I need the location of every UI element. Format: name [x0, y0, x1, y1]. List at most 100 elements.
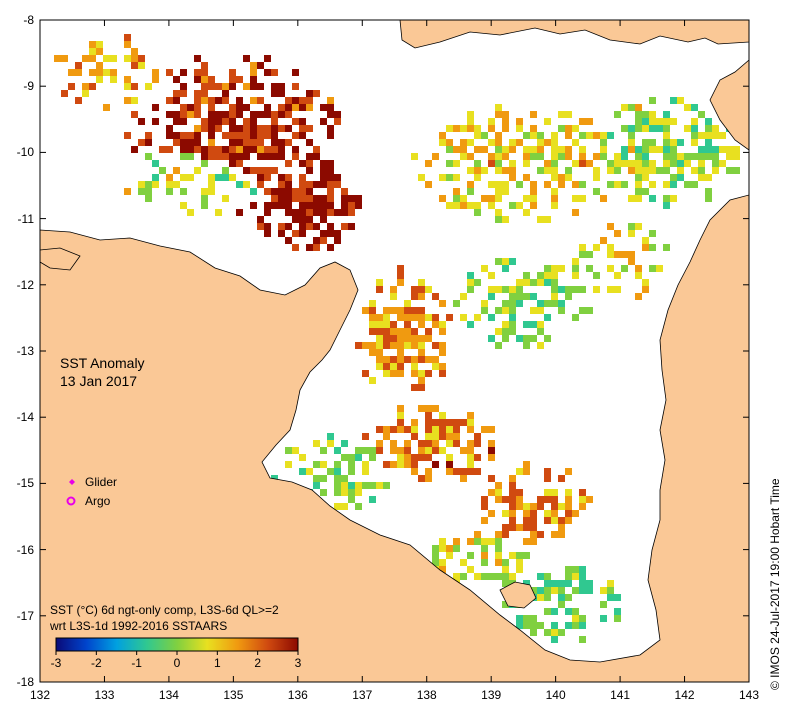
sst-pixel: [509, 503, 516, 510]
sst-pixel: [537, 321, 544, 328]
sst-pixel: [110, 69, 117, 76]
sst-pixel: [376, 426, 383, 433]
sst-pixel: [271, 69, 278, 76]
sst-pixel: [439, 328, 446, 335]
sst-pixel: [628, 160, 635, 167]
sst-pixel: [285, 174, 292, 181]
sst-pixel: [432, 293, 439, 300]
sst-pixel: [502, 181, 509, 188]
sst-pixel: [614, 181, 621, 188]
sst-pixel: [383, 433, 390, 440]
sst-pixel: [551, 629, 558, 636]
sst-pixel: [502, 300, 509, 307]
sst-pixel: [516, 524, 523, 531]
sst-pixel: [544, 587, 551, 594]
sst-pixel: [383, 370, 390, 377]
sst-pixel: [495, 545, 502, 552]
sst-pixel: [488, 160, 495, 167]
sst-pixel: [474, 433, 481, 440]
sst-pixel: [642, 139, 649, 146]
sst-pixel: [523, 461, 530, 468]
lat-tick-label: -14: [16, 410, 34, 425]
sst-pixel: [593, 188, 600, 195]
sst-pixel: [201, 62, 208, 69]
sst-pixel: [229, 132, 236, 139]
sst-pixel: [292, 146, 299, 153]
sst-pixel: [180, 153, 187, 160]
sst-pixel: [243, 167, 250, 174]
sst-pixel: [649, 139, 656, 146]
sst-pixel: [320, 195, 327, 202]
sst-pixel: [523, 615, 530, 622]
sst-pixel: [474, 538, 481, 545]
sst-pixel: [390, 461, 397, 468]
sst-pixel: [579, 573, 586, 580]
sst-pixel: [558, 580, 565, 587]
sst-pixel: [418, 370, 425, 377]
sst-pixel: [425, 419, 432, 426]
sst-pixel: [418, 447, 425, 454]
sst-pixel: [705, 146, 712, 153]
sst-pixel: [285, 237, 292, 244]
sst-pixel: [544, 265, 551, 272]
sst-pixel: [432, 440, 439, 447]
sst-pixel: [138, 118, 145, 125]
sst-pixel: [334, 118, 341, 125]
sst-pixel: [523, 538, 530, 545]
sst-pixel: [439, 559, 446, 566]
sst-pixel: [376, 349, 383, 356]
sst-pixel: [390, 447, 397, 454]
sst-pixel: [572, 139, 579, 146]
sst-pixel: [425, 426, 432, 433]
sst-pixel: [495, 160, 502, 167]
sst-pixel: [467, 426, 474, 433]
sst-pixel: [677, 174, 684, 181]
sst-pixel: [110, 76, 117, 83]
colorbar-caption-line1: SST (°C) 6d ngt-only comp, L3S-6d QL>=2: [50, 603, 279, 617]
sst-pixel: [635, 272, 642, 279]
sst-pixel: [306, 244, 313, 251]
sst-pixel: [544, 300, 551, 307]
sst-pixel: [418, 454, 425, 461]
sst-pixel: [418, 342, 425, 349]
sst-pixel: [565, 594, 572, 601]
sst-pixel: [572, 510, 579, 517]
sst-pixel: [201, 188, 208, 195]
sst-pixel: [397, 419, 404, 426]
sst-pixel: [278, 90, 285, 97]
sst-pixel: [551, 587, 558, 594]
sst-pixel: [586, 132, 593, 139]
sst-pixel: [558, 153, 565, 160]
sst-pixel: [502, 146, 509, 153]
sst-pixel: [467, 566, 474, 573]
sst-pixel: [691, 125, 698, 132]
sst-pixel: [607, 265, 614, 272]
sst-pixel: [509, 482, 516, 489]
sst-pixel: [390, 356, 397, 363]
sst-pixel: [432, 426, 439, 433]
sst-pixel: [635, 188, 642, 195]
sst-pixel: [264, 230, 271, 237]
sst-pixel: [376, 321, 383, 328]
sst-pixel: [166, 132, 173, 139]
sst-pixel: [530, 615, 537, 622]
colorbar-tick-label: 3: [294, 656, 302, 670]
sst-pixel: [82, 83, 89, 90]
sst-pixel: [257, 62, 264, 69]
sst-pixel: [523, 293, 530, 300]
sst-pixel: [516, 489, 523, 496]
sst-pixel: [530, 132, 537, 139]
sst-pixel: [292, 188, 299, 195]
lon-tick-label: 136: [287, 688, 308, 702]
sst-pixel: [460, 468, 467, 475]
sst-pixel: [509, 293, 516, 300]
sst-pixel: [663, 111, 670, 118]
sst-pixel: [369, 300, 376, 307]
sst-pixel: [726, 146, 733, 153]
sst-pixel: [264, 167, 271, 174]
sst-pixel: [306, 223, 313, 230]
sst-pixel: [565, 293, 572, 300]
sst-pixel: [145, 139, 152, 146]
sst-pixel: [565, 573, 572, 580]
sst-pixel: [488, 153, 495, 160]
